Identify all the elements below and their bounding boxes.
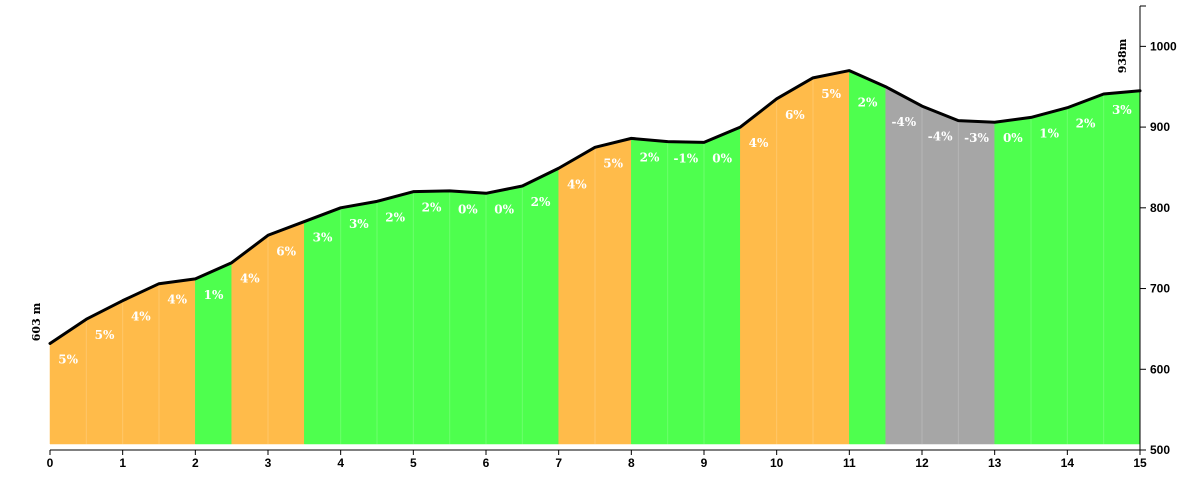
grade-segment (958, 120, 995, 445)
x-tick-label: 7 (555, 456, 562, 470)
x-tick-label: 12 (915, 456, 929, 470)
grade-label: 5% (821, 87, 841, 101)
grade-segment (594, 138, 632, 445)
x-axis: 0 1 2 3 4 5 6 7 8 9 10 11 12 13 14 15 (47, 449, 1147, 470)
grade-segments (49, 70, 1141, 445)
grade-segment (86, 300, 123, 445)
grade-label: 4% (749, 136, 769, 150)
profile-line (48, 69, 1142, 345)
grade-label: 4% (567, 177, 587, 191)
grade-label: 3% (349, 217, 369, 231)
grade-segment (413, 190, 450, 445)
x-tick-label: 9 (701, 456, 708, 470)
grade-labels: 5% 5% 4% 4% 1% 4% 6% 3% 3% 2% 2% 0% 0% 2% 4% 5% 2% -1% 0% 4… (58, 87, 1132, 367)
x-tick-label: 2 (192, 456, 199, 470)
grade-segment (994, 117, 1032, 445)
y-tick-label: 900 (1150, 120, 1170, 134)
start-elevation-label: 603 m (30, 302, 43, 341)
grade-label: 2% (858, 96, 878, 110)
grade-label: 5% (95, 328, 115, 342)
x-tick-label: 14 (1061, 456, 1075, 470)
x-tick-label: 0 (47, 456, 54, 470)
x-tick-label: 8 (628, 456, 635, 470)
end-elevation-label: 938m (1116, 38, 1129, 73)
grade-label: 5% (58, 352, 78, 366)
y-tick-label: 800 (1150, 201, 1170, 215)
x-tick-label: 3 (265, 456, 272, 470)
grade-label: 1% (204, 288, 224, 302)
grade-segment (122, 283, 160, 445)
x-tick-label: 1 (119, 456, 126, 470)
grade-label: 4% (131, 310, 151, 324)
y-tick-label: 500 (1150, 443, 1170, 457)
grade-segment (1067, 93, 1104, 445)
grade-label: 5% (603, 156, 623, 170)
grade-label: 2% (640, 151, 660, 165)
grade-label: 1% (1039, 126, 1059, 140)
grade-label: 0% (458, 202, 478, 216)
profile-line-layer (48, 69, 1142, 345)
grade-label: -3% (964, 131, 989, 145)
x-tick-label: 5 (410, 456, 417, 470)
y-tick-label: 600 (1150, 362, 1170, 376)
grade-segment (49, 318, 87, 445)
y-axis: 500 600 700 800 900 1000 (1139, 5, 1177, 457)
grade-segment (921, 105, 959, 445)
grade-segment (340, 201, 378, 445)
grade-segment (376, 191, 414, 445)
grade-label: 6% (785, 108, 805, 122)
grade-segment (812, 70, 850, 445)
grade-label: 2% (531, 195, 551, 209)
grade-label: 2% (1076, 117, 1096, 131)
y-tick-label: 1000 (1150, 39, 1177, 53)
y-tick-label: 700 (1150, 282, 1170, 296)
grade-label: -4% (928, 130, 953, 144)
grade-segment (885, 86, 923, 445)
grade-segment (449, 190, 487, 445)
grade-label: 3% (313, 231, 333, 245)
grade-segment (522, 167, 559, 445)
grade-label: 4% (240, 272, 260, 286)
x-tick-label: 13 (988, 456, 1002, 470)
grade-label: 3% (1112, 103, 1132, 117)
grade-segment (667, 141, 705, 445)
x-tick-label: 10 (770, 456, 784, 470)
grade-segment (740, 98, 777, 445)
grade-label: -1% (673, 151, 698, 165)
grade-segment (1030, 107, 1068, 445)
grade-label: 4% (167, 293, 187, 307)
grade-segment (485, 185, 523, 445)
grade-segment (558, 146, 596, 445)
grade-label: 0% (494, 202, 514, 216)
grade-segment (1103, 90, 1141, 445)
grade-segment (231, 234, 269, 445)
grade-label: 0% (712, 151, 732, 165)
x-tick-label: 15 (1133, 456, 1147, 470)
x-tick-label: 6 (483, 456, 490, 470)
grade-label: 2% (385, 210, 405, 224)
grade-label: -4% (891, 115, 916, 129)
grade-segment (776, 77, 814, 445)
grade-segment (849, 70, 886, 445)
grade-segment (631, 138, 668, 445)
grade-label: 0% (1003, 131, 1023, 145)
x-tick-label: 4 (337, 456, 344, 470)
grade-label: 6% (276, 244, 296, 258)
x-tick-label: 11 (843, 456, 856, 470)
grade-label: 2% (422, 201, 442, 215)
grade-segment (703, 126, 741, 445)
